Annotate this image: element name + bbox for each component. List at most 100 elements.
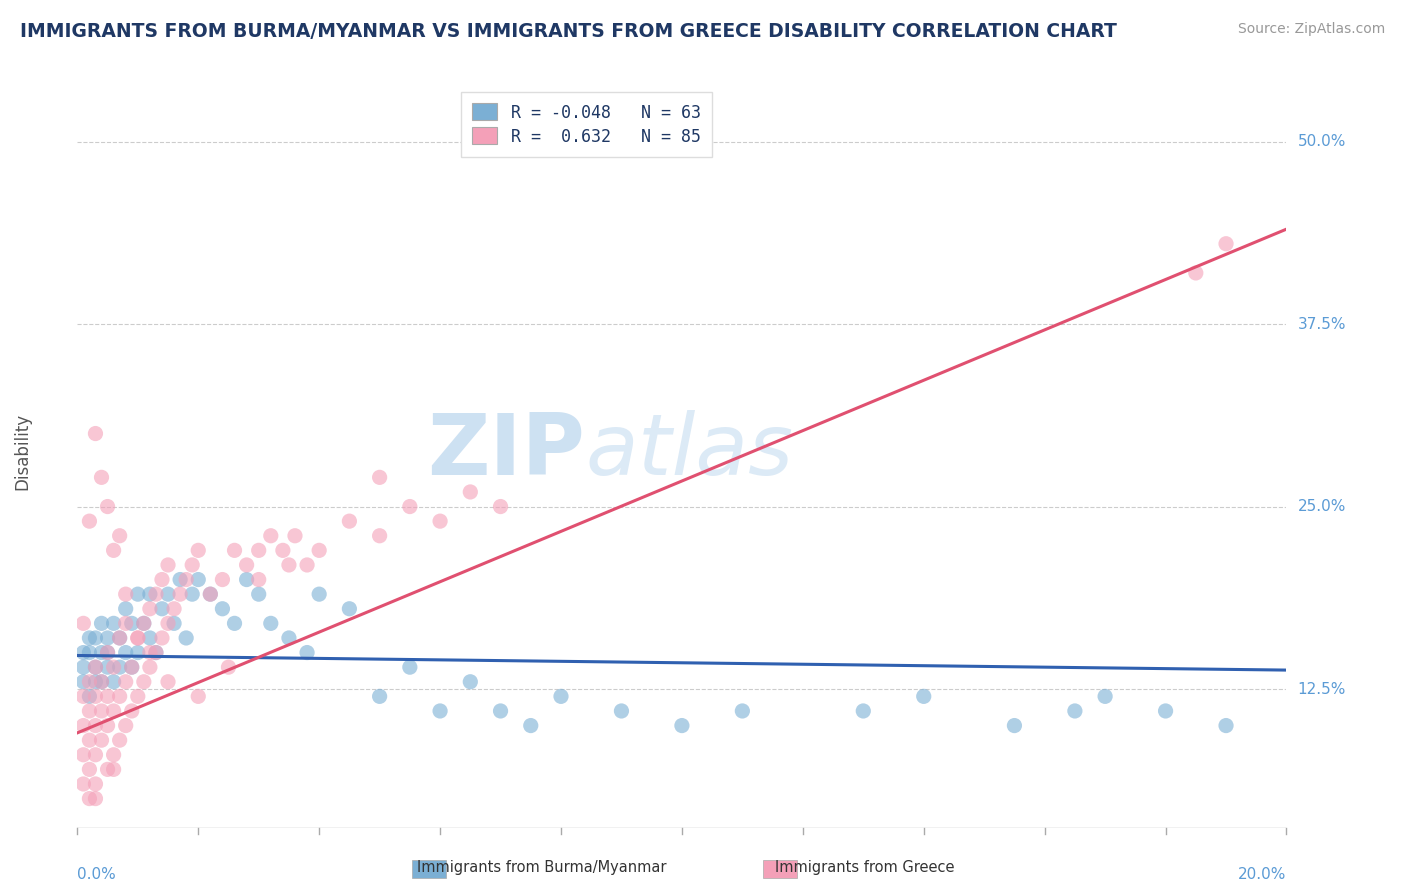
Point bbox=[127, 646, 149, 660]
Point bbox=[308, 587, 330, 601]
Point bbox=[224, 616, 246, 631]
Text: ZIP: ZIP bbox=[427, 410, 585, 493]
Point bbox=[139, 660, 162, 674]
Point bbox=[731, 704, 754, 718]
Point bbox=[114, 674, 136, 689]
Point bbox=[211, 573, 233, 587]
Point bbox=[235, 573, 257, 587]
Point bbox=[1094, 690, 1116, 704]
Text: IMMIGRANTS FROM BURMA/MYANMAR VS IMMIGRANTS FROM GREECE DISABILITY CORRELATION C: IMMIGRANTS FROM BURMA/MYANMAR VS IMMIGRA… bbox=[20, 22, 1116, 41]
Point bbox=[139, 601, 162, 615]
Point bbox=[200, 587, 222, 601]
Point bbox=[247, 543, 270, 558]
Point bbox=[671, 718, 693, 732]
Point bbox=[368, 690, 391, 704]
Point bbox=[108, 529, 131, 543]
Point bbox=[1215, 236, 1237, 251]
Point bbox=[218, 660, 240, 674]
Text: Immigrants from Greece: Immigrants from Greece bbox=[775, 861, 955, 875]
Point bbox=[84, 660, 107, 674]
Point bbox=[96, 763, 118, 777]
Point bbox=[187, 573, 209, 587]
Text: atlas: atlas bbox=[585, 410, 793, 493]
Point bbox=[145, 587, 167, 601]
Point bbox=[127, 631, 149, 645]
Point bbox=[295, 646, 318, 660]
Point bbox=[84, 631, 107, 645]
Point bbox=[127, 631, 149, 645]
Point bbox=[79, 674, 101, 689]
Point bbox=[84, 747, 107, 762]
Point bbox=[278, 558, 301, 572]
Point bbox=[610, 704, 633, 718]
Point bbox=[114, 616, 136, 631]
Point bbox=[139, 587, 162, 601]
Point bbox=[169, 587, 191, 601]
Point bbox=[72, 690, 94, 704]
Point bbox=[103, 747, 125, 762]
Point bbox=[84, 777, 107, 791]
Point bbox=[121, 616, 143, 631]
Text: Source: ZipAtlas.com: Source: ZipAtlas.com bbox=[1237, 22, 1385, 37]
Point bbox=[489, 500, 512, 514]
Point bbox=[174, 573, 197, 587]
Point bbox=[108, 733, 131, 747]
Point bbox=[84, 660, 107, 674]
Point bbox=[278, 631, 301, 645]
Point bbox=[79, 733, 101, 747]
Point bbox=[79, 690, 101, 704]
Point bbox=[1215, 718, 1237, 732]
Point bbox=[79, 514, 101, 528]
Point bbox=[247, 573, 270, 587]
Point bbox=[157, 587, 180, 601]
Point bbox=[235, 558, 257, 572]
Point bbox=[84, 718, 107, 732]
Point bbox=[84, 791, 107, 805]
Legend: R = -0.048   N = 63, R =  0.632   N = 85: R = -0.048 N = 63, R = 0.632 N = 85 bbox=[461, 92, 713, 157]
Point bbox=[458, 485, 481, 500]
Point bbox=[1064, 704, 1087, 718]
Point bbox=[520, 718, 543, 732]
Point bbox=[399, 500, 422, 514]
Point bbox=[145, 646, 167, 660]
Point bbox=[90, 674, 112, 689]
Point bbox=[72, 660, 94, 674]
Point bbox=[84, 674, 107, 689]
Point bbox=[114, 718, 136, 732]
Point bbox=[72, 777, 94, 791]
Point bbox=[72, 646, 94, 660]
Point bbox=[150, 631, 173, 645]
Text: 50.0%: 50.0% bbox=[1298, 134, 1346, 149]
Point bbox=[337, 514, 360, 528]
Point bbox=[284, 529, 307, 543]
Text: Immigrants from Burma/Myanmar: Immigrants from Burma/Myanmar bbox=[416, 861, 666, 875]
Text: 20.0%: 20.0% bbox=[1239, 867, 1286, 881]
Point bbox=[127, 690, 149, 704]
Point bbox=[114, 646, 136, 660]
Point bbox=[368, 529, 391, 543]
Point bbox=[150, 573, 173, 587]
Point bbox=[79, 646, 101, 660]
Point bbox=[96, 646, 118, 660]
Point bbox=[72, 747, 94, 762]
Text: 12.5%: 12.5% bbox=[1298, 681, 1346, 697]
Point bbox=[337, 601, 360, 615]
Point bbox=[174, 631, 197, 645]
Text: 0.0%: 0.0% bbox=[77, 867, 117, 881]
Point bbox=[200, 587, 222, 601]
Point bbox=[157, 674, 180, 689]
Point bbox=[181, 587, 204, 601]
Point bbox=[103, 674, 125, 689]
Point bbox=[271, 543, 294, 558]
Point bbox=[550, 690, 572, 704]
Text: Disability: Disability bbox=[14, 413, 31, 491]
Point bbox=[399, 660, 422, 674]
Point bbox=[108, 631, 131, 645]
Point bbox=[308, 543, 330, 558]
Point bbox=[79, 704, 101, 718]
Point bbox=[79, 763, 101, 777]
Point bbox=[169, 573, 191, 587]
Point bbox=[260, 529, 283, 543]
Point bbox=[72, 718, 94, 732]
Point bbox=[295, 558, 318, 572]
